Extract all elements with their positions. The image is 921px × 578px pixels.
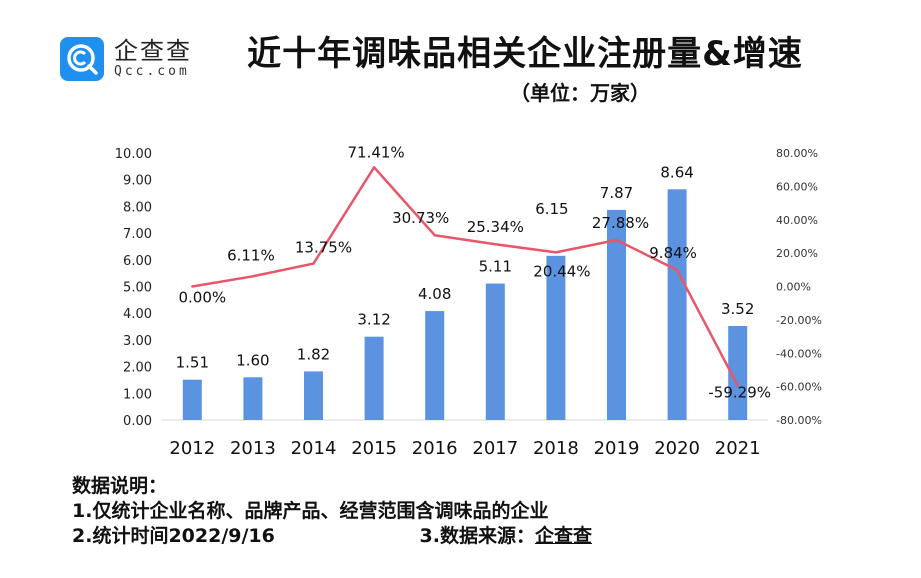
growth-point-2015 [372,166,376,169]
chart-title: 近十年调味品相关企业注册量&增速 [247,34,803,74]
bar-data-label: 4.08 [418,285,451,303]
bar-data-label: 1.82 [297,345,330,363]
growth-data-label: 9.84% [649,244,697,262]
left-axis-tick-label: 8.00 [123,200,152,215]
data-notes: 数据说明： 1.仅统计企业名称、品牌产品、经营范围含调味品的企业 2.统计时间2… [72,474,592,549]
growth-point-2019 [615,238,618,242]
logo: 企查查 Qcc.com [60,37,192,81]
growth-line [192,166,739,387]
bar-2014 [304,371,323,420]
right-axis-tick-label: 0.00% [776,281,811,294]
notes-source-prefix: 3.数据来源： [419,525,535,547]
x-axis-tick-label: 2015 [351,438,397,459]
bar-data-label: 1.51 [176,354,209,372]
notes-source-name: 企查查 [534,525,592,547]
notes-row-3: 2.统计时间2022/9/16 3.数据来源：企查查 [72,524,592,549]
right-axis-tick-label: -60.00% [776,381,822,394]
bar-2012 [182,379,202,420]
right-axis-tick-label: -40.00% [776,347,822,360]
bar-2020 [667,189,687,420]
growth-data-label: 13.75% [295,239,352,257]
bar-data-label: 8.64 [660,163,693,181]
bar-data-label: 1.60 [236,351,269,369]
right-axis-tick-label: -80.00% [776,414,822,427]
growth-point-2017 [494,243,497,246]
right-axis-tick-label: 40.00% [776,214,818,227]
growth-point-2020 [675,268,679,272]
growth-data-label: 6.11% [227,246,275,264]
bar-data-label: 3.52 [721,300,754,318]
bar-2017 [485,283,505,420]
x-axis-tick-label: 2016 [412,438,458,459]
growth-point-2021 [736,384,739,387]
growth-point-2013 [251,275,255,278]
growth-data-label: 0.00% [178,289,226,307]
notes-source: 3.数据来源：企查查 [420,524,592,549]
growth-data-label: 25.34% [467,218,524,236]
notes-line-1: 1.仅统计企业名称、品牌产品、经营范围含调味品的企业 [72,500,549,522]
growth-point-2016 [433,234,436,237]
left-axis-tick-label: 7.00 [123,227,152,242]
bar-data-label: 5.11 [479,258,512,276]
bar-data-label: 6.15 [535,200,568,218]
x-axis-tick-label: 2019 [594,438,640,459]
right-axis-tick-label: 20.00% [776,247,818,260]
bar-2021 [728,326,748,420]
chart-subtitle: （单位：万家） [510,81,650,105]
x-axis-tick-label: 2017 [472,438,518,459]
growth-point-2014 [312,262,315,265]
growth-data-label: 20.44% [533,262,590,280]
notes-heading: 数据说明： [72,475,168,497]
left-axis-tick-label: 2.00 [123,361,152,376]
bar-2016 [425,311,445,420]
left-axis-tick-label: 6.00 [123,254,152,269]
x-axis-tick-label: 2012 [169,438,215,459]
bar-data-label: 3.12 [357,311,390,329]
left-axis-tick-label: 9.00 [123,174,152,189]
growth-data-label: 30.73% [392,209,449,227]
left-axis-tick-label: 0.00 [123,414,152,429]
bar-data-label: 7.87 [600,184,633,202]
right-axis-tick-label: 80.00% [776,147,818,160]
x-axis-tick-label: 2021 [715,438,761,459]
left-axis-tick-label: 1.00 [123,387,152,402]
bar-2019 [607,209,626,420]
x-axis-tick-label: 2014 [291,438,337,459]
logo-name-en: Qcc.com [114,64,190,79]
right-axis-tick-label: 60.00% [776,180,818,193]
growth-data-label: -59.29% [708,383,771,401]
notes-line-2: 2.统计时间2022/9/16 [72,525,275,547]
qcc-logo-icon [60,37,104,81]
left-axis-tick-label: 5.00 [123,281,152,296]
x-axis-tick-label: 2018 [533,438,579,459]
growth-point-2018 [554,251,558,254]
x-axis-tick-label: 2013 [230,438,276,459]
bar-2013 [243,377,263,420]
bar-2015 [364,336,384,420]
growth-point-2012 [191,285,194,288]
left-axis-tick-label: 3.00 [123,334,152,349]
left-axis-tick-label: 10.00 [115,147,152,162]
logo-name-cn: 企查查 [114,37,192,65]
growth-data-label: 71.41% [347,143,404,161]
growth-data-label: 27.88% [592,214,649,232]
bar-2018 [546,255,566,420]
x-axis-tick-label: 2020 [654,438,700,459]
left-axis-tick-label: 4.00 [123,307,152,322]
right-axis-tick-label: -20.00% [776,314,822,327]
